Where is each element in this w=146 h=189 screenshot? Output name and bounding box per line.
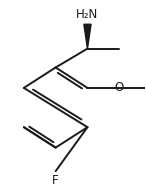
Text: O: O [115,81,124,94]
Polygon shape [84,24,91,49]
Text: H₂N: H₂N [76,8,99,21]
Text: F: F [52,174,59,187]
